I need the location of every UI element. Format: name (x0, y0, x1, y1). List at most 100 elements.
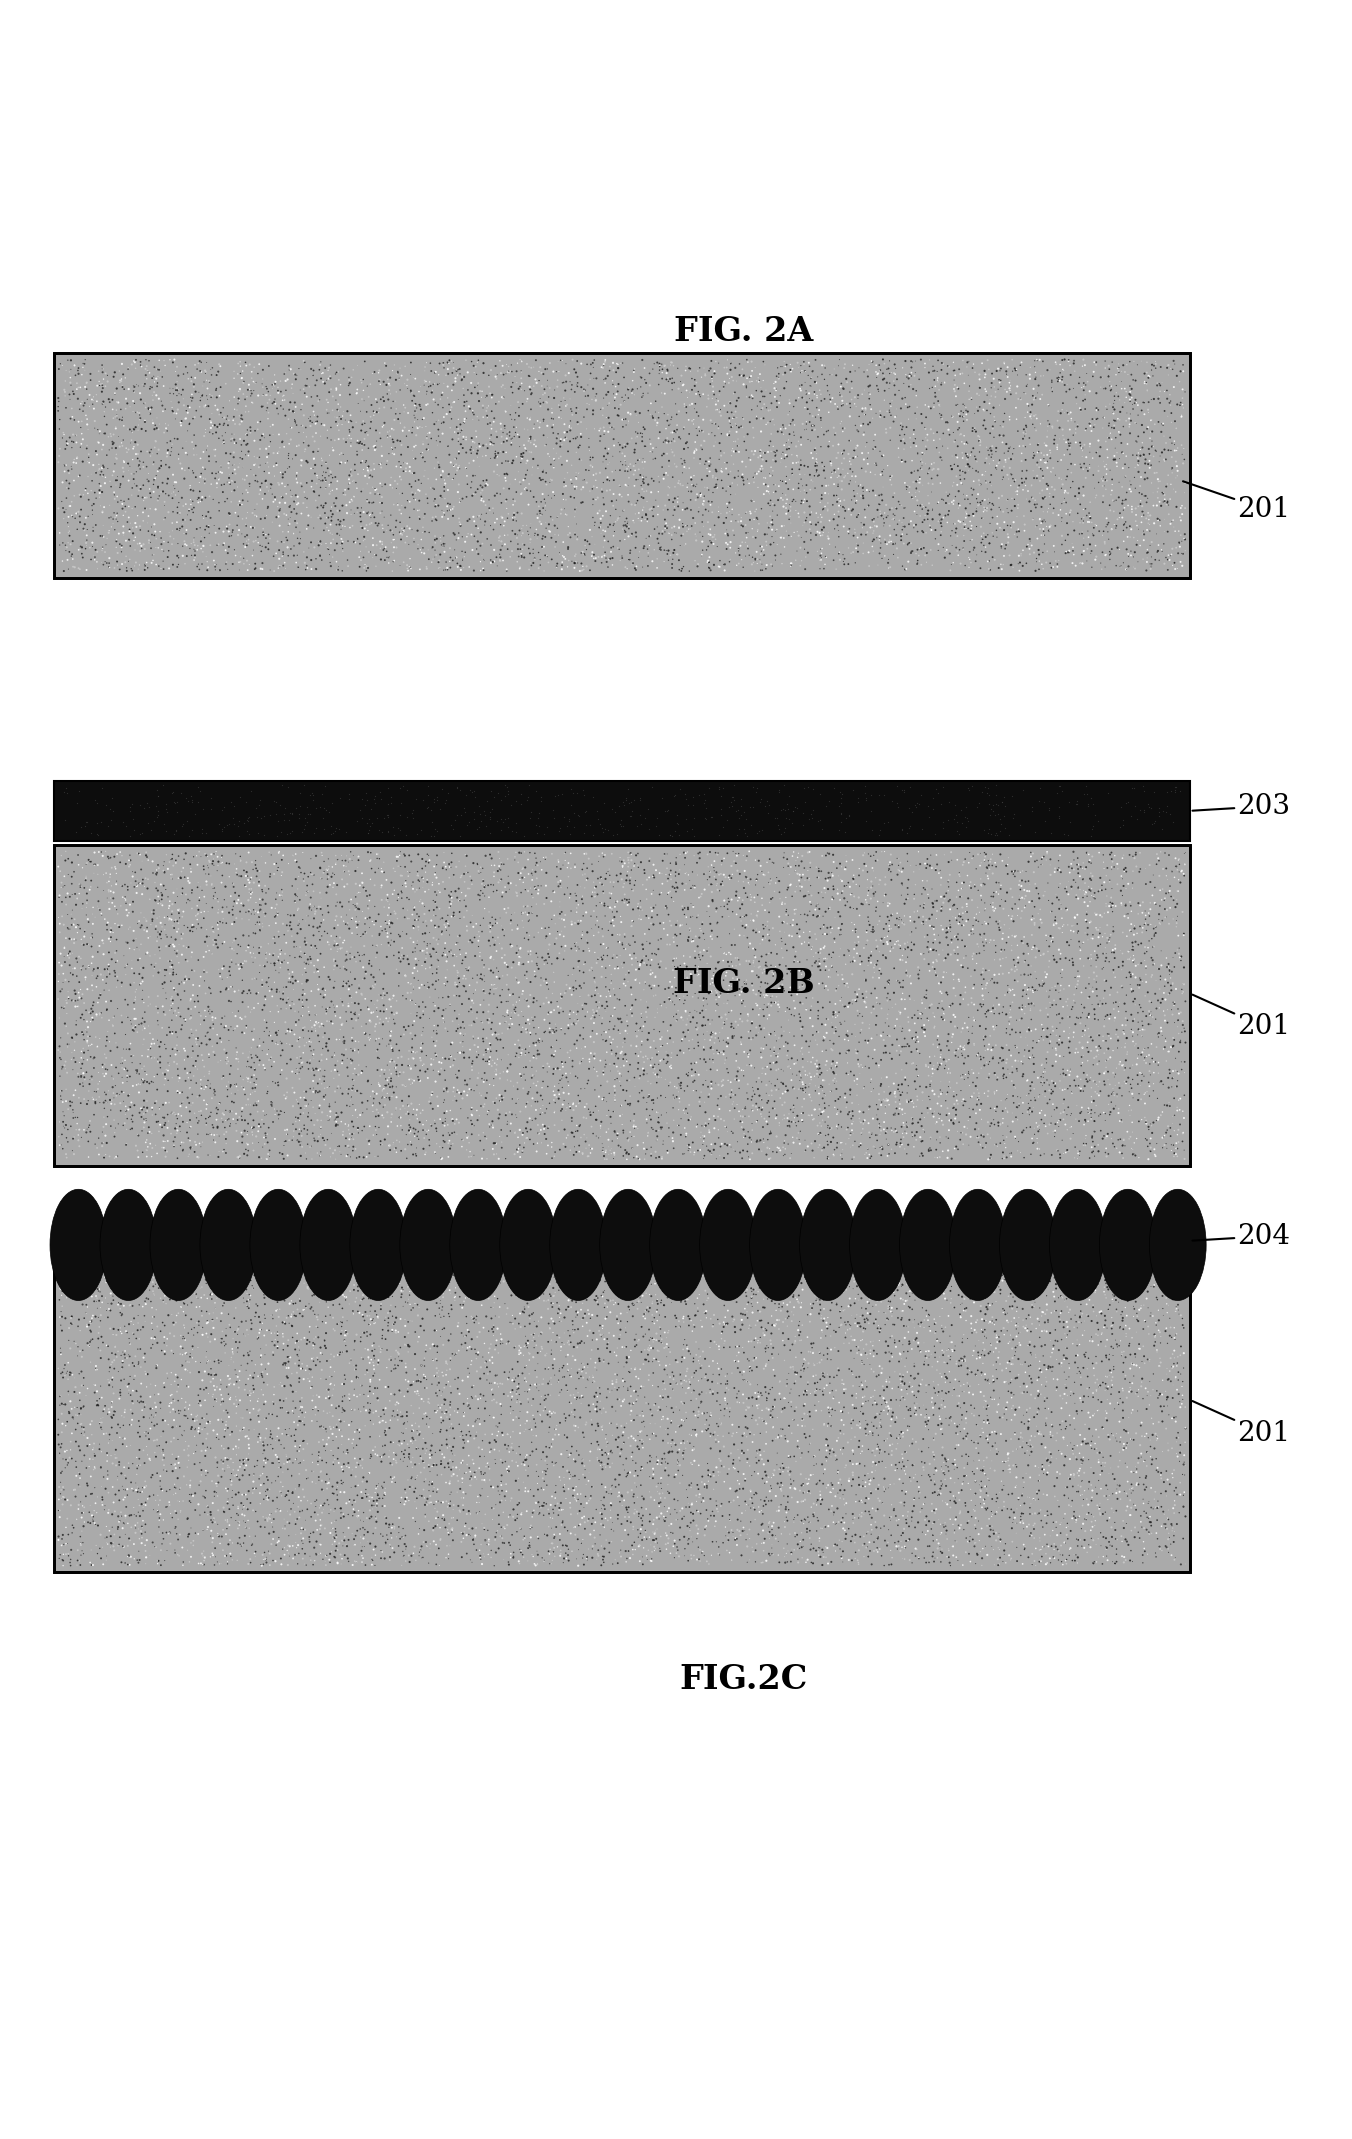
Point (261, 1084, 283, 1119)
Point (521, 1388, 542, 1422)
Point (119, 1540, 141, 1574)
Point (596, 1427, 618, 1461)
Point (535, 505, 557, 539)
Point (525, 1484, 546, 1519)
Point (887, 507, 909, 541)
Point (676, 426, 698, 460)
Point (506, 1262, 527, 1296)
Point (1128, 1067, 1149, 1102)
Point (788, 945, 810, 980)
Point (49, 945, 70, 980)
Point (393, 1380, 415, 1414)
Point (982, 357, 1003, 391)
Point (1007, 1264, 1029, 1298)
Point (761, 1519, 783, 1553)
Point (622, 873, 644, 907)
Point (765, 950, 787, 984)
Point (289, 930, 311, 965)
Point (654, 488, 676, 522)
Point (708, 1328, 730, 1363)
Point (769, 881, 791, 915)
Point (775, 1546, 796, 1581)
Point (876, 965, 898, 999)
Point (224, 836, 246, 871)
Point (1090, 1097, 1111, 1132)
Point (1125, 1286, 1146, 1320)
Point (977, 1078, 999, 1112)
Point (984, 1076, 1006, 1110)
Point (220, 945, 242, 980)
Point (438, 1506, 460, 1540)
Point (1055, 1072, 1076, 1106)
Point (476, 1142, 498, 1176)
Point (203, 1243, 224, 1277)
Point (153, 1119, 174, 1153)
Point (1094, 1371, 1115, 1405)
Point (627, 1499, 649, 1534)
Point (638, 1343, 660, 1378)
Point (174, 1003, 196, 1037)
Point (475, 809, 496, 843)
Point (577, 1140, 599, 1174)
Point (662, 943, 684, 978)
Point (153, 1448, 174, 1482)
Point (489, 520, 511, 554)
Point (863, 513, 884, 548)
Point (1057, 518, 1079, 552)
Point (721, 434, 742, 468)
Point (141, 1399, 162, 1433)
Point (200, 1343, 222, 1378)
Point (1113, 524, 1134, 558)
Point (425, 1491, 446, 1525)
Point (977, 342, 999, 376)
Point (270, 479, 292, 513)
Point (807, 419, 829, 453)
Point (729, 1442, 750, 1476)
Point (496, 424, 518, 458)
Point (276, 1080, 297, 1114)
Point (1102, 913, 1124, 948)
Point (277, 952, 299, 986)
Point (47, 385, 69, 419)
Point (316, 1247, 338, 1281)
Point (385, 385, 407, 419)
Point (308, 1437, 330, 1472)
Point (510, 533, 531, 567)
Point (239, 1089, 261, 1123)
Point (589, 1519, 611, 1553)
Point (864, 1132, 886, 1166)
Point (1003, 856, 1025, 890)
Point (583, 361, 604, 396)
Point (771, 924, 792, 958)
Point (1172, 1521, 1194, 1555)
Point (353, 1521, 375, 1555)
Point (408, 1536, 430, 1570)
Point (1157, 992, 1179, 1027)
Point (1172, 381, 1194, 415)
Point (446, 967, 468, 1001)
Point (995, 1392, 1017, 1427)
Point (187, 1305, 208, 1339)
Point (952, 441, 973, 475)
Point (54, 1435, 76, 1469)
Point (867, 883, 888, 918)
Point (841, 1087, 863, 1121)
Point (783, 419, 804, 453)
Point (222, 995, 243, 1029)
Point (1140, 1506, 1161, 1540)
Point (489, 1022, 511, 1057)
Point (146, 1136, 168, 1170)
Point (177, 862, 199, 896)
Point (331, 1307, 353, 1341)
Point (840, 1078, 861, 1112)
Point (884, 1010, 906, 1044)
Point (661, 434, 683, 468)
Point (72, 394, 93, 428)
Point (124, 426, 146, 460)
Point (88, 834, 110, 868)
Point (160, 883, 181, 918)
Point (1087, 1266, 1109, 1301)
Point (882, 1371, 903, 1405)
Point (320, 501, 342, 535)
Point (216, 1442, 238, 1476)
